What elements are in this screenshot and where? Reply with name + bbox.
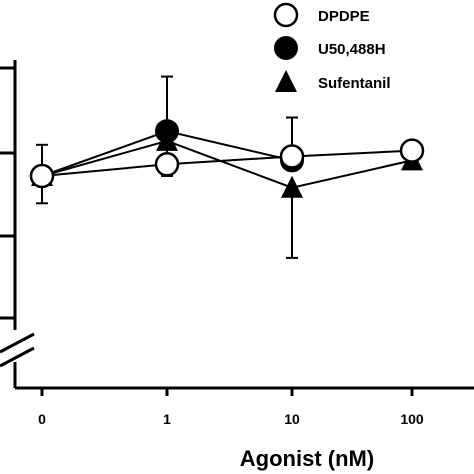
data-point-dpdpe [29,163,55,189]
y-axis-break-mark [0,346,35,368]
legend-marker-u50-488h [274,36,298,60]
data-point-dpdpe [399,138,425,163]
series-markers [29,119,425,198]
legend-marker-dpdpe [273,2,299,28]
series-lines [41,130,413,189]
legend-label: DPDPE [318,8,370,25]
data-point-dpdpe [154,152,180,177]
series-line-sufentanil [41,139,413,189]
legend: DPDPE U50,488H Sufentanil [273,2,391,92]
x-tick-label: 1 [163,411,171,427]
axes: 0 1 10 100 [0,60,474,427]
x-axis-title: Agonist (nM) [240,446,374,471]
series-line-dpdpe [41,149,413,177]
x-tick-label: 0 [38,411,46,427]
data-point-u50-488h [155,119,179,144]
data-point-dpdpe [279,144,305,169]
y-axis-break-mark [0,332,35,354]
x-tick-label: 100 [400,411,424,427]
legend-label: U50,488H [318,41,386,58]
data-point-sufentanil [281,175,303,198]
legend-label: Sufentanil [318,75,391,92]
x-tick-label: 10 [284,411,300,427]
legend-marker-sufentanil [275,70,297,92]
